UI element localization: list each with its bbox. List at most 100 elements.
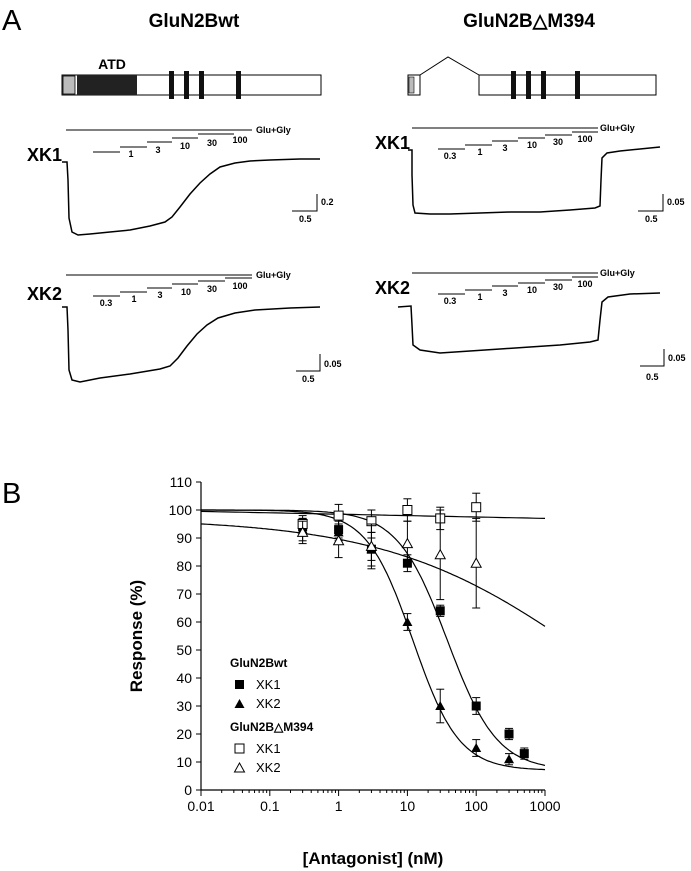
construct-title-wt: GluN2Bwt xyxy=(149,11,240,32)
concentration-steps-wt-xk2: 0.3 1 3 10 30 100 xyxy=(93,277,252,308)
y-tick-label: 60 xyxy=(176,614,192,630)
x-tick-label: 1 xyxy=(335,798,343,814)
scale-bar-wt-xk2: 0.05 0.5 xyxy=(296,354,342,384)
legend-label-wt-xk2: XK2 xyxy=(256,696,281,711)
y-tick-label: 20 xyxy=(176,726,192,742)
fit-curve-open-square xyxy=(200,510,546,519)
scale-label-x: 0.5 xyxy=(646,372,659,382)
step-label: 10 xyxy=(527,285,537,295)
panel-b-letter: B xyxy=(2,478,21,510)
deletion-loop xyxy=(419,56,480,76)
concentration-steps-del-xk2: 0.3 1 3 10 30 100 xyxy=(438,276,598,306)
scale-label-x: 0.5 xyxy=(645,214,658,224)
fit-curve-open-triangle xyxy=(201,523,546,627)
agonist-label-del-xk1: Glu+Gly xyxy=(600,123,635,133)
deletion-signal-peptide xyxy=(408,76,415,94)
legend-group-deletion: GluN2B△M394 xyxy=(230,720,314,734)
x-tick-label: 0.01 xyxy=(187,798,214,814)
data-point-filled-triangle xyxy=(402,617,413,626)
data-point-open-triangle xyxy=(434,548,447,560)
step-label: 100 xyxy=(232,281,247,291)
agonist-label-wt-xk2: Glu+Gly xyxy=(256,270,291,280)
step-label: 100 xyxy=(232,135,247,145)
current-trace-wt-xk2 xyxy=(62,306,321,383)
data-point-filled-square xyxy=(504,729,514,739)
y-tick-label: 100 xyxy=(169,502,193,518)
scale-label-x: 0.5 xyxy=(299,214,312,224)
wt-tm-segment xyxy=(169,71,174,99)
current-trace-del-xk2 xyxy=(397,292,661,354)
step-label: 3 xyxy=(155,145,160,155)
legend-marker-open-triangle xyxy=(233,761,246,773)
legend-label-del-xk1: XK1 xyxy=(256,741,281,756)
data-point-open-triangle xyxy=(332,534,345,546)
legend-marker-filled-triangle xyxy=(234,699,245,708)
trace-label-del-xk1: XK1 xyxy=(375,133,410,153)
legend-label-del-xk2: XK2 xyxy=(256,760,281,775)
deletion-tm-segment xyxy=(511,71,516,99)
deletion-tm-segment xyxy=(541,71,546,99)
trace-label-del-xk2: XK2 xyxy=(375,278,410,298)
current-trace-del-xk1 xyxy=(408,146,661,215)
data-point-open-triangle xyxy=(296,526,309,537)
step-label: 30 xyxy=(207,284,217,294)
data-point-filled-triangle xyxy=(471,743,482,752)
y-tick-label: 0 xyxy=(184,782,192,798)
x-tick-label: 0.1 xyxy=(260,798,280,814)
wt-tm-segment xyxy=(236,71,241,99)
y-tick-label: 70 xyxy=(176,586,192,602)
data-point-filled-triangle xyxy=(435,701,446,710)
deletion-tm-segment xyxy=(575,71,580,99)
deletion-domain-diagram xyxy=(407,56,657,99)
step-label: 0.3 xyxy=(100,298,113,308)
scale-label-y: 0.05 xyxy=(668,353,686,363)
wt-tm-segment xyxy=(184,71,189,99)
step-label: 3 xyxy=(502,143,507,153)
wt-signal-peptide xyxy=(62,75,76,95)
y-tick-label: 50 xyxy=(176,642,192,658)
step-label: 10 xyxy=(181,287,191,297)
concentration-steps-wt-xk1: 1 3 10 30 100 xyxy=(93,133,248,159)
step-label: 0.3 xyxy=(444,296,457,306)
data-point-open-triangle xyxy=(401,537,414,549)
step-label: 100 xyxy=(577,279,592,289)
step-label: 1 xyxy=(128,149,133,159)
data-point-open-square xyxy=(471,502,482,513)
y-tick-label: 10 xyxy=(176,754,192,770)
step-label: 3 xyxy=(157,290,162,300)
panel-a-letter: A xyxy=(2,5,22,37)
deletion-tm-segment xyxy=(526,71,531,99)
legend: GluN2Bwt XK1 XK2 GluN2B△M394 XK1 XK2 xyxy=(230,656,314,775)
wt-atd-block xyxy=(77,75,137,95)
step-label: 1 xyxy=(477,292,482,302)
wt-domain-diagram: ATD xyxy=(61,56,322,99)
concentration-steps-del-xk1: 0.3 1 3 10 30 100 xyxy=(438,131,598,161)
x-tick-label: 100 xyxy=(465,798,489,814)
legend-marker-open-square xyxy=(234,743,245,754)
data-point-open-triangle xyxy=(470,557,483,568)
scale-bar-del-xk1: 0.05 0.5 xyxy=(638,194,685,224)
step-label: 3 xyxy=(502,288,507,298)
agonist-label-wt-xk1: Glu+Gly xyxy=(256,125,291,135)
scale-bar-del-xk2: 0.05 0.5 xyxy=(640,349,686,382)
y-tick-label: 110 xyxy=(170,474,193,490)
step-label: 30 xyxy=(207,138,217,148)
data-point-open-triangle xyxy=(365,540,378,551)
scale-label-y: 0.05 xyxy=(324,359,342,369)
x-tick-label: 10 xyxy=(400,798,416,814)
step-label: 1 xyxy=(477,147,482,157)
trace-label-wt-xk1: XK1 xyxy=(27,145,62,165)
step-label: 1 xyxy=(131,294,136,304)
step-label: 10 xyxy=(527,140,537,150)
step-label: 100 xyxy=(577,134,592,144)
x-axis-title: [Antagonist] (nM) xyxy=(303,849,444,868)
step-label: 10 xyxy=(180,141,190,151)
data-point-open-square xyxy=(333,510,344,521)
data-point-open-square xyxy=(402,505,413,515)
data-point-filled-square xyxy=(435,606,445,616)
data-point-filled-triangle xyxy=(504,754,515,764)
step-label: 0.3 xyxy=(444,151,457,161)
data-point-filled-square xyxy=(519,749,529,759)
